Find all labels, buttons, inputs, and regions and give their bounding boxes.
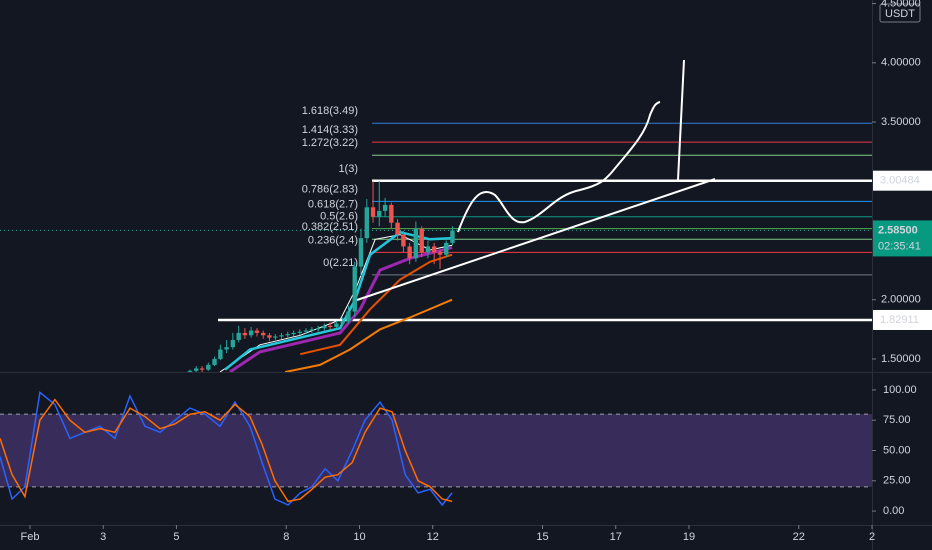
candle-body xyxy=(230,340,236,348)
level-label: 3.00484 xyxy=(880,175,920,187)
candle-body xyxy=(187,370,193,372)
x-tick-label: 19 xyxy=(683,531,695,543)
candle-body xyxy=(199,368,205,370)
x-tick-label: 2 xyxy=(869,531,875,543)
candle-body xyxy=(322,325,327,329)
candle-body xyxy=(401,234,406,247)
candle-body xyxy=(334,323,339,327)
fib-label: 0.618(2.7) xyxy=(308,199,358,211)
fib-label: 0.5(2.6) xyxy=(320,211,358,223)
candle-body xyxy=(395,222,400,235)
fib-label: 0(2.21) xyxy=(323,257,358,269)
candle-body xyxy=(194,368,199,371)
y-tick-label: 3.50000 xyxy=(881,116,921,128)
y-tick-label: 2.00000 xyxy=(881,294,921,306)
price-pane: 1.618(3.49) 1.414(3.33)1.272(3.22) 1(3) 0.7… xyxy=(0,105,872,372)
currency-box xyxy=(879,3,921,23)
fib-label: 0.236(2.4) xyxy=(308,234,358,246)
y-tick-label: 4.00000 xyxy=(881,57,921,69)
last-price-label: 2.58500 xyxy=(878,224,918,236)
projection-curve xyxy=(457,101,661,233)
x-tick-label: 22 xyxy=(793,531,805,543)
y-tick-label: 50.00 xyxy=(883,444,911,456)
candle-body xyxy=(291,332,296,335)
x-tick-label: 3 xyxy=(100,531,106,543)
candle-body xyxy=(382,204,388,211)
candle-body xyxy=(419,228,424,253)
level-label: 1.82911 xyxy=(880,314,919,326)
fib-label: 1.618(3.49) xyxy=(302,105,358,117)
candle-body xyxy=(431,246,437,253)
candle-body xyxy=(224,347,229,350)
candle-body xyxy=(352,266,357,312)
y-tick-label: 1.50000 xyxy=(881,353,921,365)
fib-label: 0.786(2.83) xyxy=(302,183,358,195)
indicator-line xyxy=(0,398,453,503)
fib-label: 1.272(3.22) xyxy=(302,137,358,149)
countdown: 02:35:41 xyxy=(878,240,921,252)
candle-body xyxy=(267,335,272,338)
candle-body xyxy=(309,329,315,331)
level-label-box xyxy=(873,170,932,191)
candle-body xyxy=(261,332,266,336)
projection-line xyxy=(677,59,685,181)
candle-body xyxy=(297,331,303,333)
candle-body xyxy=(285,334,290,336)
candle-body xyxy=(218,349,223,359)
indicator-line xyxy=(0,391,453,507)
candle-body xyxy=(407,246,412,259)
fib-label: 1(3) xyxy=(338,163,358,175)
y-tick-label: 75.00 xyxy=(883,414,911,426)
candle-body xyxy=(303,330,309,332)
candle-body xyxy=(364,207,370,239)
candle-body xyxy=(279,335,284,337)
candle-body xyxy=(346,311,351,322)
axes: USDT Feb 3 5 8 10 12 15 17 19 22 21.500002.000003.… xyxy=(21,0,932,543)
y-tick-label: 0.00 xyxy=(883,505,904,517)
last-price-box xyxy=(873,220,932,257)
candle-body xyxy=(370,207,376,217)
x-tick-label: 12 xyxy=(427,531,439,543)
x-tick-label: 5 xyxy=(173,531,179,543)
x-tick-label: 8 xyxy=(283,531,289,543)
candle-body xyxy=(315,328,321,330)
candle-body xyxy=(248,330,254,336)
y-tick-label: 25.00 xyxy=(883,475,911,487)
x-tick-label: 15 xyxy=(536,531,548,543)
trend-line xyxy=(356,178,716,301)
stoch-band xyxy=(0,414,872,487)
drawings xyxy=(356,59,716,301)
candle-body xyxy=(206,364,211,370)
level-label-box xyxy=(873,309,932,330)
candle-body xyxy=(340,321,345,324)
candle-body xyxy=(273,336,278,338)
candle-body xyxy=(358,238,364,267)
indicator-line xyxy=(285,298,453,372)
candle-body xyxy=(425,246,431,253)
candle-body xyxy=(389,204,394,223)
candle-body xyxy=(242,332,248,336)
candle-body xyxy=(450,230,455,243)
y-tick-label: 100.00 xyxy=(883,384,917,396)
candle-body xyxy=(444,242,449,255)
x-tick-label: 17 xyxy=(610,531,622,543)
candle-body xyxy=(328,325,333,327)
candle-body xyxy=(437,252,443,255)
currency: USDT xyxy=(885,8,915,20)
candle-body xyxy=(413,228,419,259)
candle-body xyxy=(254,330,260,333)
x-tick-label: 10 xyxy=(353,531,365,543)
fib-label: 1.414(3.33) xyxy=(302,124,358,136)
candle-body xyxy=(236,332,241,341)
y-tick-label: 4.50000 xyxy=(881,0,921,9)
candle-body xyxy=(212,358,217,365)
fib-label: 0.382(2.51) xyxy=(302,221,358,233)
stoch-pane xyxy=(0,391,872,507)
x-tick-label: Feb xyxy=(21,531,40,543)
candle-body xyxy=(377,210,382,217)
